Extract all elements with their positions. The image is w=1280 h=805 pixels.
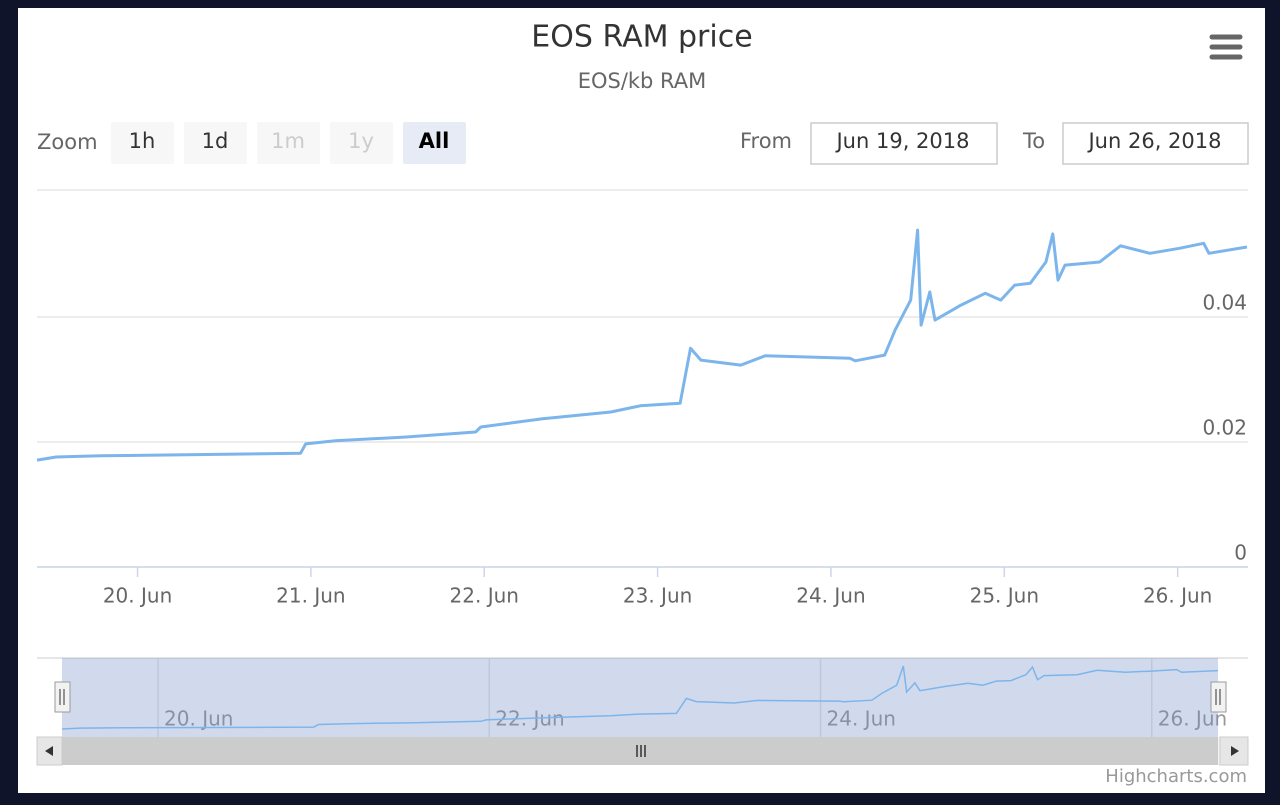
main-plot: 0 0.02 0.04 20. Jun 21. Jun 22. Jun 23. Jun 24.… [36, 228, 1248, 608]
scrollbar-thumb[interactable] [62, 737, 1218, 765]
zoom-button: 1y [330, 122, 393, 164]
zoom-button[interactable]: 1h [111, 122, 174, 164]
navigator-mask [62, 658, 1218, 737]
navigator [37, 657, 1248, 737]
zoom-button-label: 1h [129, 129, 156, 153]
from-date: Jun 19, 2018 [834, 129, 969, 153]
to-date: Jun 26, 2018 [1086, 129, 1221, 153]
zoom-button[interactable]: All [403, 122, 466, 164]
navigator-tick-label: 24. Jun [827, 707, 896, 731]
zoom-button: 1m [257, 122, 320, 164]
from-input[interactable] [810, 122, 998, 165]
x-tick-label: 25. Jun [970, 584, 1039, 608]
to-input[interactable] [1062, 122, 1249, 165]
chart-title: EOS RAM price [531, 20, 752, 55]
navigator-background [37, 658, 1248, 737]
y-tick-label: 0 [1234, 541, 1247, 565]
price-line [36, 228, 1248, 462]
zoom-button[interactable]: 1d [184, 122, 247, 164]
zoom-button-label: 1d [202, 129, 229, 153]
menu-button[interactable] [1205, 28, 1247, 68]
navigator-series [61, 665, 1219, 730]
from-label: From [740, 129, 792, 153]
x-tick-label: 24. Jun [796, 584, 865, 608]
y-tick-label: 0.02 [1202, 416, 1247, 440]
navigator-handle[interactable] [1210, 681, 1227, 713]
to-label: To [1022, 129, 1045, 153]
zoom-button-label: 1y [348, 129, 374, 153]
navigator-tick-label: 20. Jun [164, 707, 233, 731]
x-tick-label: 21. Jun [276, 584, 345, 608]
y-tick-label: 0.04 [1202, 291, 1247, 315]
x-tick-label: 26. Jun [1143, 584, 1212, 608]
navigator-handle[interactable] [54, 681, 71, 713]
zoom-button-label: All [419, 129, 450, 153]
x-tick-label: 20. Jun [103, 584, 172, 608]
credits[interactable]: Highcharts.com [1105, 766, 1247, 787]
x-tick-label: 22. Jun [450, 584, 519, 608]
scrollbar[interactable] [36, 736, 1249, 766]
x-tick-label: 23. Jun [623, 584, 692, 608]
chart-subtitle: EOS/kb RAM [578, 69, 707, 93]
navigator-line [61, 665, 1219, 730]
zoom-label: Zoom [37, 130, 98, 154]
zoom-button-label: 1m [271, 129, 305, 153]
